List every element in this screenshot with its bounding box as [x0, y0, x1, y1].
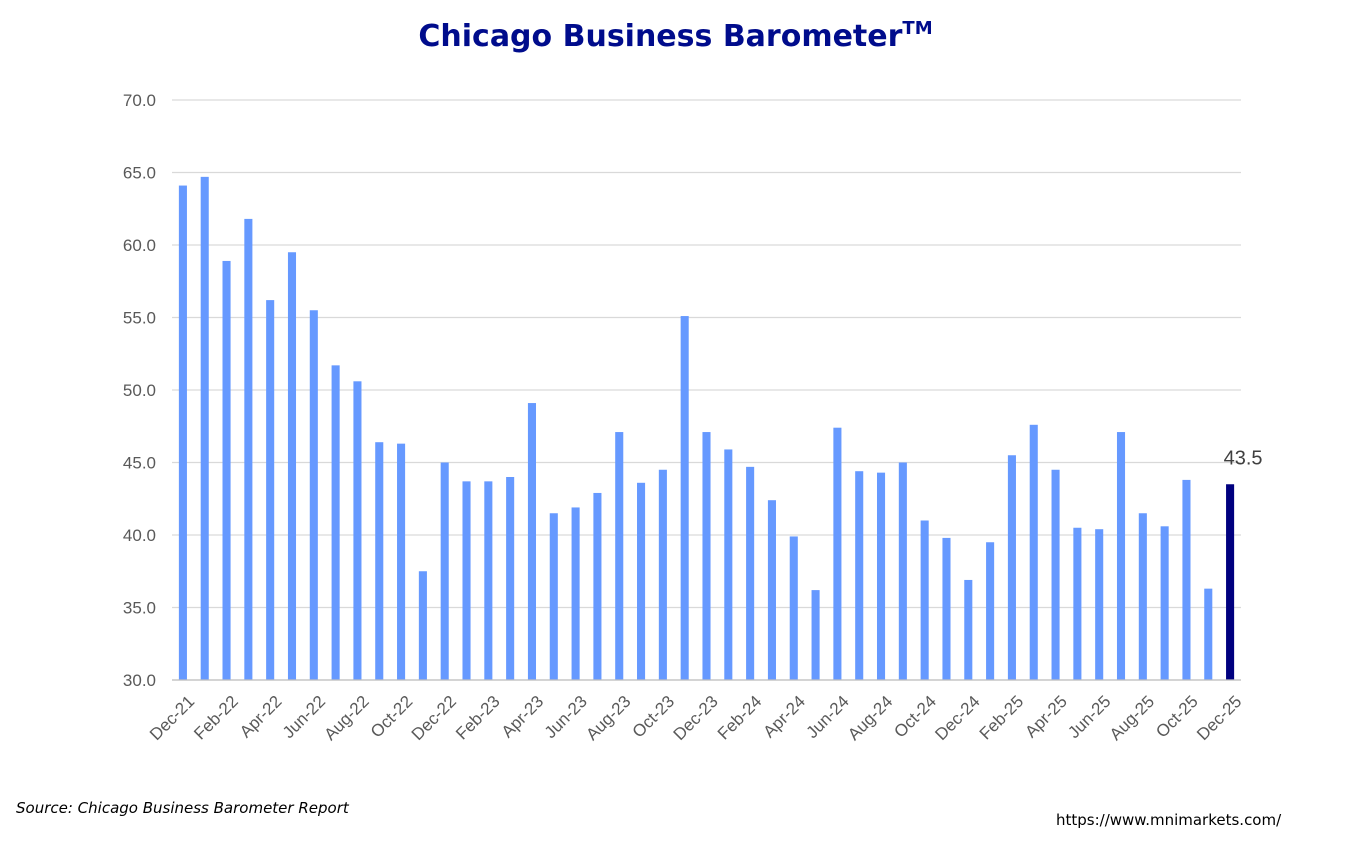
x-tick-label: Dec-21: [146, 692, 198, 744]
y-tick-label: 55.0: [123, 309, 156, 328]
bar: [506, 477, 515, 680]
bar: [615, 432, 624, 680]
bar: [876, 472, 886, 680]
y-tick-label: 40.0: [123, 526, 156, 545]
x-tick-label: Dec-22: [408, 692, 460, 744]
bar: [353, 381, 362, 680]
source-url: https://www.mnimarkets.com/: [1056, 811, 1282, 829]
x-tick-label: Apr-23: [498, 692, 548, 742]
bar: [244, 218, 253, 680]
bar: [942, 537, 951, 680]
bar: [331, 365, 340, 680]
chart-title: Chicago Business BarometerTM: [0, 18, 1351, 54]
bar: [1095, 529, 1104, 680]
bar: [309, 310, 318, 680]
bar: [440, 462, 449, 680]
x-tick-label: Aug-24: [844, 692, 896, 744]
x-tick-label: Dec-23: [670, 692, 722, 744]
x-tick-label: Jun-23: [541, 692, 591, 742]
bar: [1138, 513, 1147, 680]
x-tick-label: Apr-22: [236, 692, 286, 742]
x-tick-label: Oct-22: [367, 692, 417, 742]
bar: [920, 520, 929, 680]
x-tick-label: Feb-25: [976, 692, 1028, 744]
x-tick-label: Oct-24: [890, 692, 940, 742]
bar: [527, 403, 537, 680]
bar: [680, 316, 689, 680]
bar: [549, 513, 558, 680]
y-tick-label: 35.0: [123, 599, 156, 618]
bar: [724, 449, 733, 680]
bar: [658, 469, 667, 680]
chart-title-text: Chicago Business Barometer: [418, 19, 903, 54]
bar: [222, 260, 231, 680]
bar: [898, 462, 907, 680]
bar: [571, 507, 580, 680]
bar: [746, 466, 755, 680]
bar: [1007, 455, 1016, 680]
y-tick-label: 30.0: [123, 671, 156, 690]
bar: [833, 427, 842, 680]
x-tick-label: Jun-24: [803, 692, 853, 742]
x-tick-label: Jun-22: [279, 692, 329, 742]
trademark-mark: TM: [902, 18, 933, 39]
x-tick-label: Aug-22: [321, 692, 373, 744]
bar: [1029, 424, 1038, 680]
data-label: 43.5: [1224, 447, 1263, 469]
x-tick-label: Dec-24: [931, 692, 983, 744]
y-tick-label: 45.0: [123, 454, 156, 473]
bar: [593, 492, 602, 680]
bar: [1160, 526, 1169, 680]
y-tick-label: 60.0: [123, 236, 156, 255]
y-tick-label: 70.0: [123, 91, 156, 110]
bar: [178, 185, 187, 681]
x-tick-label: Aug-25: [1106, 692, 1158, 744]
x-tick-label: Apr-24: [760, 692, 810, 742]
x-tick-label: Aug-23: [582, 692, 634, 744]
source-note: Source: Chicago Business Barometer Repor…: [16, 799, 349, 817]
x-tick-label: Feb-22: [190, 692, 242, 744]
x-tick-label: Feb-24: [714, 692, 766, 744]
bar: [418, 571, 427, 680]
bar: [287, 252, 297, 680]
bar: [986, 542, 995, 680]
bar: [462, 481, 471, 680]
bar: [1204, 588, 1213, 680]
bar: [1116, 432, 1126, 680]
x-tick-label: Dec-25: [1193, 692, 1245, 744]
bar: [375, 442, 384, 680]
x-tick-label: Jun-25: [1064, 692, 1114, 742]
bar: [1182, 479, 1191, 680]
x-tick-label: Apr-25: [1021, 692, 1071, 742]
bar: [637, 482, 646, 680]
bar: [964, 579, 973, 680]
bar: [1051, 469, 1060, 680]
bar: [702, 432, 711, 680]
bar: [397, 443, 406, 680]
bar-highlight: [1226, 484, 1235, 680]
x-tick-label: Oct-25: [1152, 692, 1202, 742]
bar: [811, 590, 820, 680]
bar: [767, 500, 776, 680]
y-tick-label: 65.0: [123, 164, 156, 183]
bar: [789, 536, 798, 680]
bar: [1073, 527, 1082, 680]
y-tick-label: 50.0: [123, 381, 156, 400]
bar: [855, 471, 864, 680]
x-tick-label: Feb-23: [452, 692, 504, 744]
bar: [266, 300, 275, 680]
x-tick-label: Oct-23: [629, 692, 679, 742]
bar: [484, 481, 493, 680]
bar: [200, 176, 209, 680]
